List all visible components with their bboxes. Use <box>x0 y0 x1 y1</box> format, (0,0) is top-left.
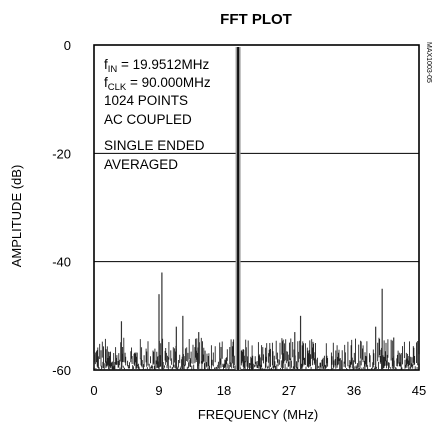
y-tick-label: -60 <box>52 363 71 378</box>
annotation-fin: fIN = 19.9512MHz <box>104 57 209 75</box>
y-tick-label: -40 <box>52 255 71 270</box>
x-tick-labels: 0 9 18 27 36 45 <box>90 383 426 398</box>
annotation-fclk: fCLK = 90.000MHz <box>104 75 211 93</box>
noise-floor <box>93 337 420 370</box>
x-tick-label: 18 <box>217 383 231 398</box>
annotation-points: 1024 POINTS <box>104 93 188 108</box>
figure-side-label: MAX1003-05 <box>425 42 432 83</box>
y-tick-label: 0 <box>64 38 71 53</box>
chart-title: FFT PLOT <box>220 11 292 28</box>
x-tick-label: 27 <box>282 383 296 398</box>
x-tick-label: 45 <box>412 383 426 398</box>
annotation-input: SINGLE ENDED <box>104 138 205 153</box>
plot-frame <box>93 44 420 371</box>
spur-lines <box>120 272 395 370</box>
x-tick-label: 9 <box>155 383 162 398</box>
annotation-block: fIN = 19.9512MHz fCLK = 90.000MHz 1024 P… <box>104 57 211 172</box>
x-tick-label: 36 <box>347 383 361 398</box>
grid-lines <box>94 152 419 263</box>
annotation-coupling: AC COUPLED <box>104 112 192 127</box>
annotation-averaged: AVERAGED <box>104 157 178 172</box>
y-tick-labels: 0 -20 -40 -60 <box>52 38 71 378</box>
y-tick-label: -20 <box>52 146 71 161</box>
noise-trace <box>93 337 420 370</box>
x-tick-label: 0 <box>90 383 97 398</box>
y-axis-label: AMPLITUDE (dB) <box>9 165 24 268</box>
x-axis-label: FREQUENCY (MHz) <box>198 407 318 422</box>
